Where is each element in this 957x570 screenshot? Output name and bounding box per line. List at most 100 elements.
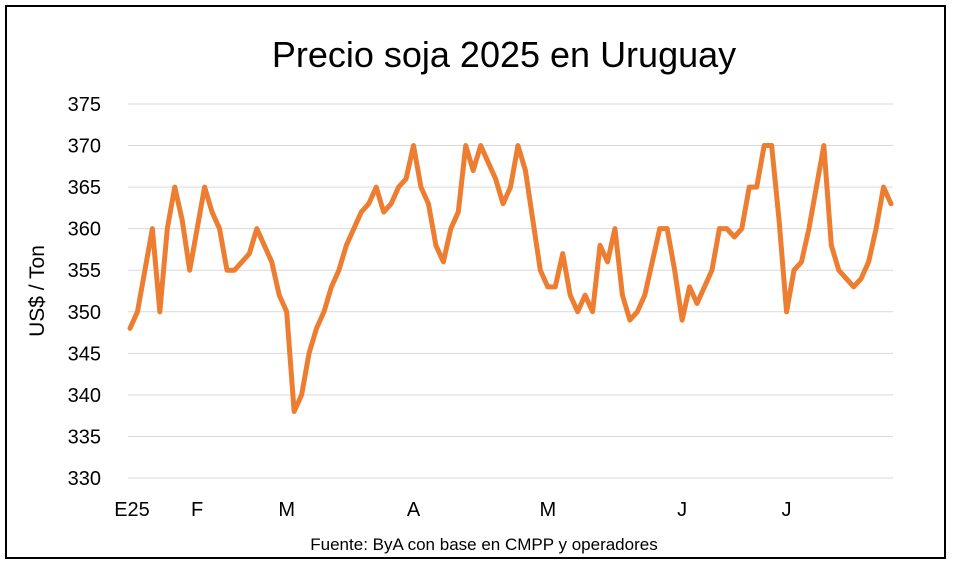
data-point xyxy=(598,243,602,247)
y-axis-title: US$ / Ton xyxy=(26,245,49,337)
data-point xyxy=(180,218,184,222)
data-point xyxy=(874,227,878,231)
y-axis-tick-labels: 330 335 340 345 350 355 360 365 370 375 xyxy=(68,94,101,490)
data-point xyxy=(300,393,304,397)
data-point xyxy=(322,310,326,314)
data-point xyxy=(583,293,587,297)
y-tick-label: 350 xyxy=(68,302,101,324)
data-point xyxy=(822,144,826,148)
data-point xyxy=(434,243,438,247)
x-tick-label: M xyxy=(278,499,295,521)
data-point xyxy=(680,318,684,322)
data-point xyxy=(814,185,818,189)
data-point xyxy=(225,268,229,272)
data-point xyxy=(359,210,363,214)
data-point xyxy=(725,227,729,231)
data-point xyxy=(591,310,595,314)
data-point xyxy=(807,227,811,231)
data-point xyxy=(844,277,848,281)
data-point xyxy=(419,185,423,189)
source-note: Fuente: ByA con base en CMPP y operadore… xyxy=(310,535,657,554)
series-line xyxy=(127,143,894,415)
data-point xyxy=(262,243,266,247)
data-point xyxy=(650,260,654,264)
y-tick-label: 375 xyxy=(68,94,101,116)
data-point xyxy=(613,227,617,231)
data-point xyxy=(688,285,692,289)
data-point xyxy=(218,227,222,231)
data-point xyxy=(509,185,513,189)
y-tick-label: 370 xyxy=(68,136,101,158)
data-point xyxy=(501,202,505,206)
data-point xyxy=(143,268,147,272)
data-point xyxy=(740,227,744,231)
data-point xyxy=(673,268,677,272)
data-point xyxy=(785,310,789,314)
gridlines xyxy=(128,103,893,479)
data-point xyxy=(374,185,378,189)
data-point xyxy=(620,293,624,297)
data-point xyxy=(426,202,430,206)
data-point xyxy=(829,243,833,247)
data-point xyxy=(561,252,565,256)
x-tick-label: E25 xyxy=(114,499,150,521)
data-point xyxy=(158,310,162,314)
data-point xyxy=(307,351,311,355)
data-point xyxy=(449,227,453,231)
data-point xyxy=(464,144,468,148)
data-point xyxy=(732,235,736,239)
y-tick-label: 335 xyxy=(68,426,101,448)
chart-title: Precio soja 2025 en Uruguay xyxy=(272,34,736,75)
data-point xyxy=(389,202,393,206)
data-point xyxy=(232,268,236,272)
data-point xyxy=(337,268,341,272)
data-point xyxy=(777,218,781,222)
data-point xyxy=(128,326,132,330)
data-point xyxy=(523,168,527,172)
data-point xyxy=(456,210,460,214)
data-point xyxy=(553,285,557,289)
data-point xyxy=(605,260,609,264)
data-point xyxy=(576,310,580,314)
data-point xyxy=(352,227,356,231)
data-point xyxy=(210,210,214,214)
data-point xyxy=(546,285,550,289)
data-point xyxy=(135,310,139,314)
data-point xyxy=(404,177,408,181)
y-tick-label: 340 xyxy=(68,385,101,407)
data-point xyxy=(382,210,386,214)
data-point xyxy=(486,160,490,164)
data-point xyxy=(755,185,759,189)
data-point xyxy=(568,293,572,297)
data-point xyxy=(516,144,520,148)
data-point xyxy=(538,268,542,272)
data-point xyxy=(292,410,296,414)
x-axis-tick-labels: E25 F M A M J J xyxy=(114,499,791,521)
y-tick-label: 360 xyxy=(68,219,101,241)
data-point xyxy=(702,285,706,289)
data-point xyxy=(717,227,721,231)
data-point xyxy=(397,185,401,189)
data-point xyxy=(665,227,669,231)
data-point xyxy=(643,293,647,297)
data-point xyxy=(479,144,483,148)
data-point xyxy=(188,268,192,272)
x-tick-label: M xyxy=(539,499,556,521)
x-tick-label: J xyxy=(677,499,687,521)
data-point xyxy=(658,227,662,231)
data-point xyxy=(203,185,207,189)
data-point xyxy=(441,260,445,264)
data-point xyxy=(270,260,274,264)
data-point xyxy=(247,252,251,256)
data-point xyxy=(889,202,893,206)
data-point xyxy=(240,260,244,264)
data-point xyxy=(277,293,281,297)
data-point xyxy=(859,277,863,281)
data-point xyxy=(635,310,639,314)
data-point xyxy=(628,318,632,322)
y-tick-label: 345 xyxy=(68,343,101,365)
data-point xyxy=(494,177,498,181)
x-tick-label: A xyxy=(407,499,421,521)
data-point xyxy=(762,144,766,148)
data-point xyxy=(710,268,714,272)
